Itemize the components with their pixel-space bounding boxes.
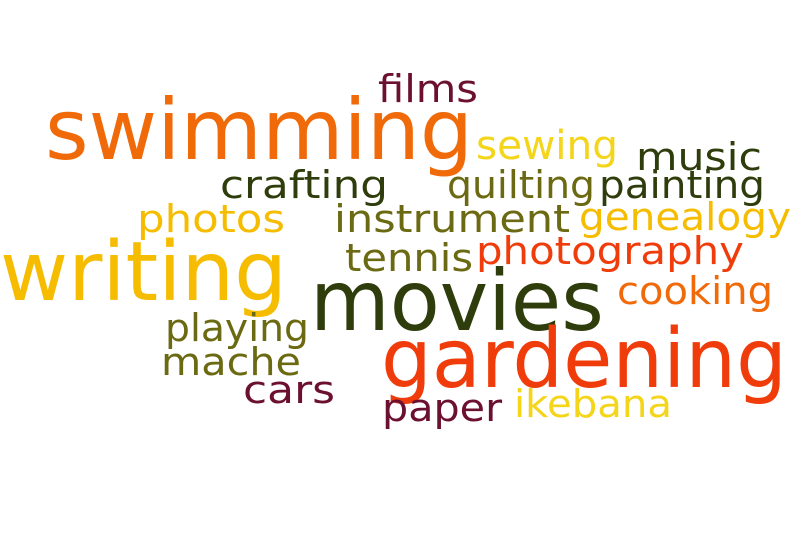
- word-quilting: quilting: [447, 163, 595, 207]
- word-playing: playing: [165, 306, 309, 350]
- word-crafting: crafting: [220, 163, 388, 207]
- word-photography: photography: [476, 229, 744, 273]
- word-cooking: cooking: [617, 269, 774, 313]
- word-films: films: [378, 67, 478, 111]
- word-movies: movies: [310, 252, 604, 350]
- word-gardening: gardening: [381, 312, 787, 407]
- word-sewing: sewing: [476, 123, 618, 169]
- word-paper: paper: [382, 386, 503, 430]
- word-music: music: [636, 135, 762, 179]
- word-writing: writing: [0, 225, 288, 320]
- word-cars: cars: [243, 368, 336, 412]
- word-instrument: instrument: [334, 197, 570, 241]
- word-swimming: swimming: [45, 81, 474, 179]
- word-mache: mache: [161, 340, 301, 384]
- word-genealogy: genealogy: [579, 195, 791, 239]
- word-painting: painting: [599, 163, 765, 207]
- word-photos: photos: [137, 197, 286, 241]
- word-tennis: tennis: [345, 236, 474, 280]
- word-ikebana: ikebana: [514, 382, 673, 426]
